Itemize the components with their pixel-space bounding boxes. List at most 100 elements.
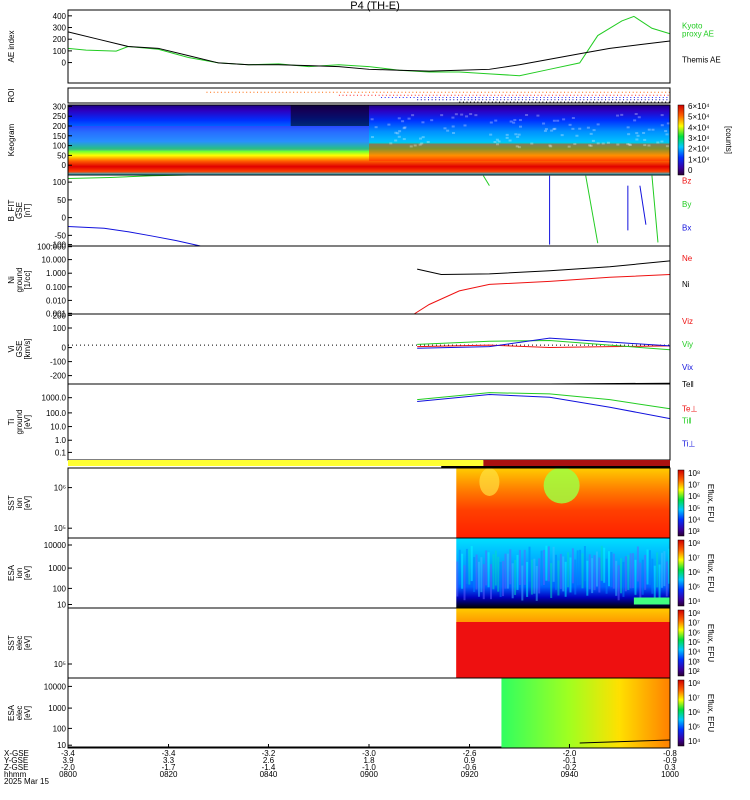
roi-dot xyxy=(630,97,631,98)
ae-series-kyoto-proxy-ae xyxy=(68,16,670,75)
roi-dot xyxy=(605,99,606,100)
keogram-speck xyxy=(660,141,663,143)
esa-ion-streak xyxy=(466,549,468,584)
roi-dot xyxy=(576,97,577,98)
keogram-speck xyxy=(651,129,654,131)
roi-dot xyxy=(604,102,605,103)
esa-ion-streak xyxy=(639,563,641,598)
roi-dot xyxy=(513,102,514,103)
roi-dot xyxy=(474,92,475,93)
roi-dot xyxy=(557,92,558,93)
roi-dot xyxy=(293,92,294,93)
roi-dot xyxy=(582,102,583,103)
roi-dot xyxy=(651,92,652,93)
roi-dot xyxy=(551,97,552,98)
roi-dot xyxy=(326,92,327,93)
roi-dot xyxy=(618,92,619,93)
temperature-ylabel: [eV] xyxy=(23,415,32,429)
esa-ion-streak xyxy=(555,555,557,590)
keogram-speck xyxy=(661,114,664,116)
roi-dot xyxy=(580,97,581,98)
roi-dot xyxy=(491,95,492,96)
roi-dot xyxy=(539,102,540,103)
keogram-speck xyxy=(430,119,433,121)
esa_elec-colorbar-label: Eflux, EFU xyxy=(706,694,715,732)
roi-dot xyxy=(499,102,500,103)
roi-dot xyxy=(619,97,620,98)
roi-dot xyxy=(493,99,494,100)
roi-dot xyxy=(610,95,611,96)
esa-ion-streak xyxy=(577,550,579,585)
temperature-ytick-label: 10.0 xyxy=(50,423,66,432)
roi-dot xyxy=(382,95,383,96)
keogram-speck xyxy=(635,113,638,115)
roi-dot xyxy=(554,99,555,100)
keogram-ylabel: Keogram xyxy=(7,123,16,156)
esa-ion-streak xyxy=(461,554,463,589)
roi-dot xyxy=(387,92,388,93)
x-tick-label: 0940 xyxy=(561,770,579,779)
roi-dot xyxy=(373,92,374,93)
esa-ion-streak xyxy=(504,554,506,589)
keogram-gap xyxy=(291,105,369,126)
keogram-speck xyxy=(398,117,401,119)
density-ytick-label: 100.000 xyxy=(37,243,66,252)
roi-dot xyxy=(486,97,487,98)
keogram-speck xyxy=(616,144,619,146)
keogram-band xyxy=(68,126,369,151)
keogram-speck xyxy=(443,127,446,129)
roi-dot xyxy=(598,99,599,100)
roi-dot xyxy=(577,95,578,96)
keogram-speck xyxy=(525,114,528,116)
roi-dot xyxy=(239,92,240,93)
roi-dot xyxy=(542,92,543,93)
roi-dot xyxy=(433,95,434,96)
roi-dot xyxy=(493,97,494,98)
keogram-speck xyxy=(648,129,651,131)
esa_elec-image xyxy=(501,678,670,748)
roi-dot xyxy=(560,92,561,93)
roi-dot xyxy=(477,92,478,93)
keogram-speck xyxy=(569,124,572,126)
density-ytick-label: 10.000 xyxy=(42,256,67,265)
roi-dot xyxy=(636,102,637,103)
roi-dot xyxy=(438,92,439,93)
roi-dot xyxy=(558,97,559,98)
esa-ion-streak xyxy=(618,565,620,600)
roi-dot xyxy=(380,92,381,93)
esa-ion-streak xyxy=(468,550,470,585)
esa-ion-streak xyxy=(524,550,526,585)
roi-dot xyxy=(311,92,312,93)
roi-dot xyxy=(497,99,498,100)
esa-ion-streak xyxy=(606,559,608,594)
esa-ion-streak xyxy=(647,549,649,584)
velocity-legend-vix: Vix xyxy=(682,363,693,372)
roi-dot xyxy=(480,95,481,96)
density-ytick-label: 0.100 xyxy=(46,283,67,292)
roi-dot xyxy=(494,95,495,96)
roi-dot xyxy=(621,95,622,96)
keogram-speck xyxy=(498,140,501,142)
keogram-speck xyxy=(371,118,374,120)
x-tick-label: 0820 xyxy=(160,770,178,779)
roi-dot xyxy=(622,102,623,103)
bfield-legend-bz: Bz xyxy=(682,177,691,186)
roi-dot xyxy=(510,92,511,93)
roi-dot xyxy=(499,92,500,93)
roi-dot xyxy=(658,92,659,93)
roi-dot xyxy=(333,92,334,93)
roi-dot xyxy=(453,97,454,98)
keogram-speck xyxy=(452,125,455,127)
roi-dot xyxy=(376,92,377,93)
roi-dot xyxy=(347,92,348,93)
esa-ion-streak xyxy=(538,558,540,593)
roi-dot xyxy=(587,99,588,100)
roi-dot xyxy=(304,92,305,93)
roi-dot xyxy=(591,99,592,100)
bfield-ytick-label: 0 xyxy=(62,214,67,223)
keogram-speck xyxy=(375,126,378,128)
keogram-speck xyxy=(553,120,556,122)
roi-dot xyxy=(607,102,608,103)
esa_elec-ylabel: [eV] xyxy=(23,706,32,720)
keogram-speck xyxy=(637,135,640,137)
